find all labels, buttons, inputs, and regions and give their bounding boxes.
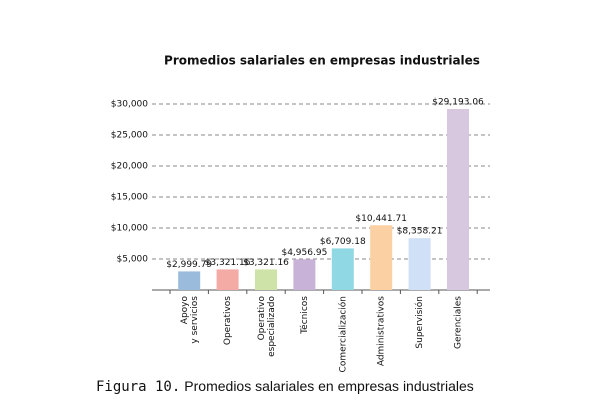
data-label: $8,358.21 [397,227,443,237]
y-tick-label: $10,000 [111,224,148,234]
y-tick-label: $25,000 [111,131,148,141]
figure-label: Figura 10. [96,379,180,395]
data-label: $3,321.16 [243,258,289,268]
x-tick-label: Administrativos [377,296,387,366]
y-tick-label: $15,000 [111,193,148,203]
caption-text: Promedios salariales en empresas industr… [184,378,473,394]
x-tick-label: Operativos [223,296,233,345]
bar [331,248,354,290]
bar [255,269,277,290]
data-label: $29,193.06 [432,98,484,108]
data-label: $2,999.79 [166,260,212,270]
x-tick-label: Técnicos [299,296,310,335]
y-tick-label: $5,000 [117,255,149,265]
chart-title: Promedios salariales en empresas industr… [164,54,480,68]
x-tick-line: y servicios [190,296,200,344]
bar [178,271,201,290]
bar [447,109,469,291]
x-tick-line: Operativo [257,296,267,341]
data-label: $6,709.18 [320,237,366,247]
caption: Figura 10. Promedios salariales en empres… [96,378,474,395]
data-label: $4,956.95 [281,248,327,258]
x-tick-label: Comercialización [337,296,348,372]
y-tick-label: $20,000 [111,162,148,172]
y-tick-label: $30,000 [111,100,148,110]
x-tick-label: Gerenciales [454,296,464,349]
x-tick-label: Operativoespecializado [257,296,277,357]
bar [408,238,431,290]
bar [370,225,393,290]
x-tick-line: especializado [267,296,277,357]
bar [293,259,316,290]
x-tick-label: Supervisión [414,296,425,349]
x-tick-line: Apoyo [180,296,190,325]
bar [216,269,239,290]
x-tick-label: Apoyoy servicios [180,296,200,344]
data-label: $3,321.16 [205,258,251,268]
data-label: $10,441.71 [355,214,407,224]
